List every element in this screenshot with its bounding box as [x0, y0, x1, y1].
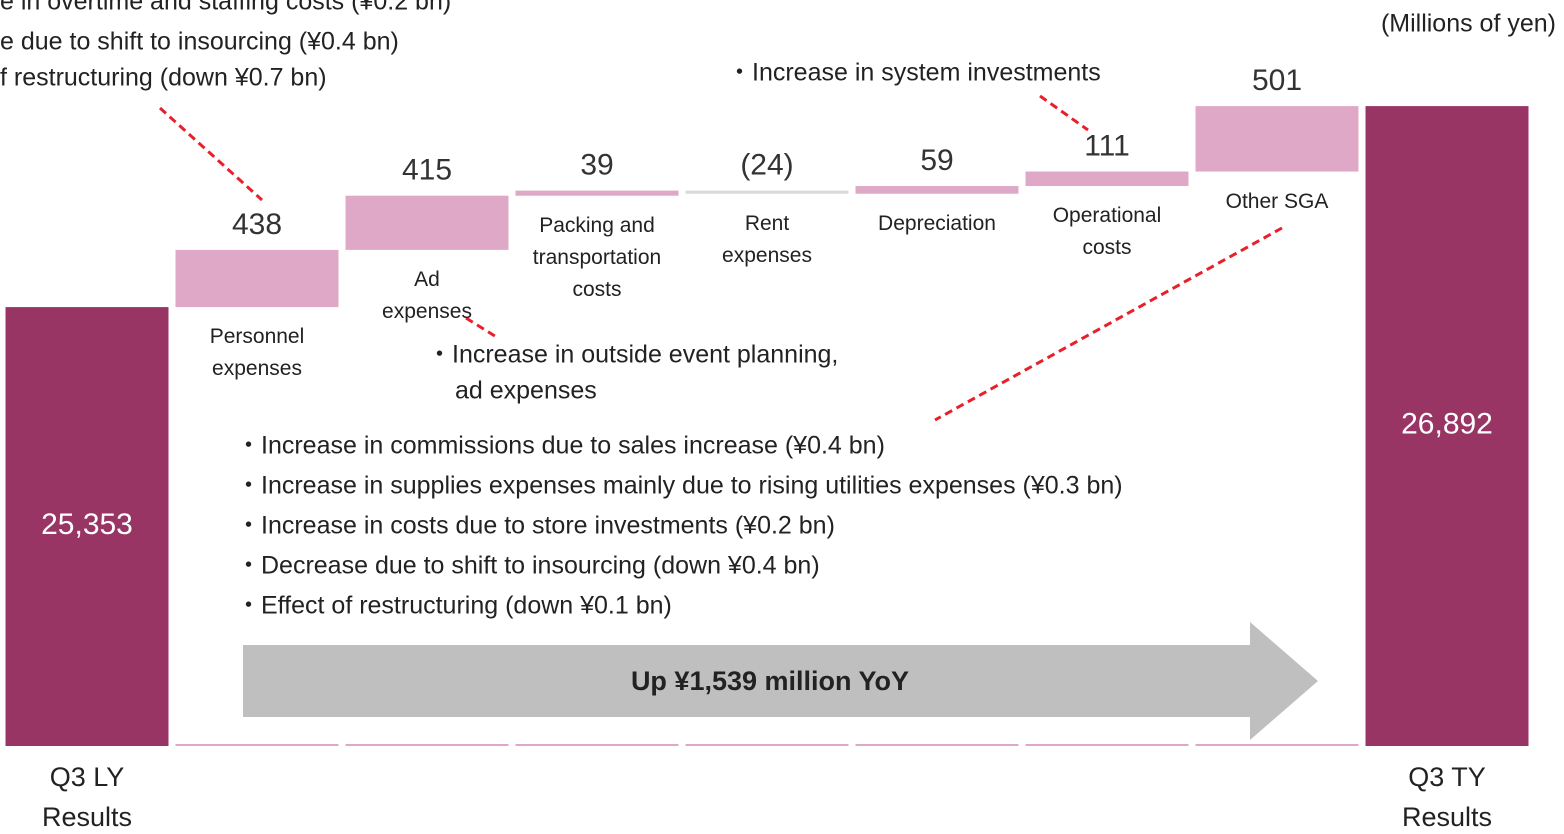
callout-line: [158, 106, 264, 202]
category-label: Other SGA: [1225, 189, 1329, 213]
callout-lines: [158, 94, 1283, 422]
value-label: 415: [402, 154, 452, 187]
bar: [1025, 171, 1189, 187]
category-label: Rent expenses: [722, 211, 812, 267]
bar: [1195, 106, 1359, 172]
annotation: ・Decrease due to shift to insourcing (do…: [236, 552, 820, 580]
arrow-label: Up ¥1,539 million YoY: [631, 666, 909, 696]
annotation: f restructuring (down ¥0.7 bn): [0, 64, 327, 92]
bar: [855, 186, 1019, 194]
category-label: Depreciation: [878, 211, 996, 235]
category-label: Q3 TY Results: [1401, 762, 1493, 832]
category-label: Ad expenses: [382, 267, 472, 323]
annotation: ・Increase in system investments: [727, 59, 1101, 87]
annotation: ・Increase in commissions due to sales in…: [236, 432, 885, 460]
category-label: Personnel expenses: [209, 325, 305, 381]
value-label: 26,892: [1401, 407, 1493, 440]
category-label: Packing and transportation costs: [532, 213, 662, 301]
bar: [685, 190, 849, 194]
bar: [5, 307, 169, 745]
annotation: ・Increase in costs due to store investme…: [236, 512, 835, 540]
unit-label: (Millions of yen): [1381, 10, 1556, 38]
bar: [1365, 106, 1529, 745]
bar: [515, 190, 679, 196]
callout-line: [465, 316, 499, 340]
category-label: Q3 LY Results: [41, 762, 133, 832]
annotation: ・Increase in supplies expenses mainly du…: [236, 472, 1123, 500]
annotation: ad expenses: [455, 377, 597, 405]
value-label: (24): [740, 149, 793, 182]
annotation: e in overtime and staffing costs (¥0.2 b…: [0, 0, 451, 16]
annotation: ・Increase in outside event planning,: [427, 341, 838, 369]
callout-line: [1039, 94, 1089, 132]
bar: [175, 249, 339, 308]
callout-line: [934, 226, 1283, 422]
bar: [345, 195, 509, 250]
category-label: Operational costs: [1052, 204, 1162, 260]
value-label: 501: [1252, 64, 1302, 97]
annotation: e due to shift to insourcing (¥0.4 bn): [0, 28, 399, 56]
value-label: 39: [580, 149, 613, 182]
annotation: ・Effect of restructuring (down ¥0.1 bn): [236, 592, 672, 620]
value-label: 25,353: [41, 508, 133, 541]
value-label: 438: [232, 208, 282, 241]
yoy-arrow: [243, 622, 1318, 740]
value-label: 111: [1084, 129, 1130, 162]
value-label: 59: [920, 144, 953, 177]
